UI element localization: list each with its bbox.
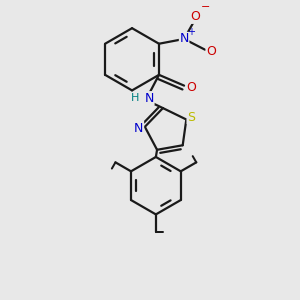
Text: O: O	[206, 45, 216, 58]
Text: +: +	[187, 27, 195, 37]
Text: N: N	[179, 32, 189, 46]
Text: S: S	[187, 111, 195, 124]
Text: O: O	[190, 10, 200, 23]
Text: N: N	[145, 92, 154, 105]
Text: H: H	[131, 93, 139, 103]
Text: N: N	[134, 122, 144, 134]
Text: −: −	[200, 2, 210, 12]
Text: O: O	[186, 81, 196, 94]
